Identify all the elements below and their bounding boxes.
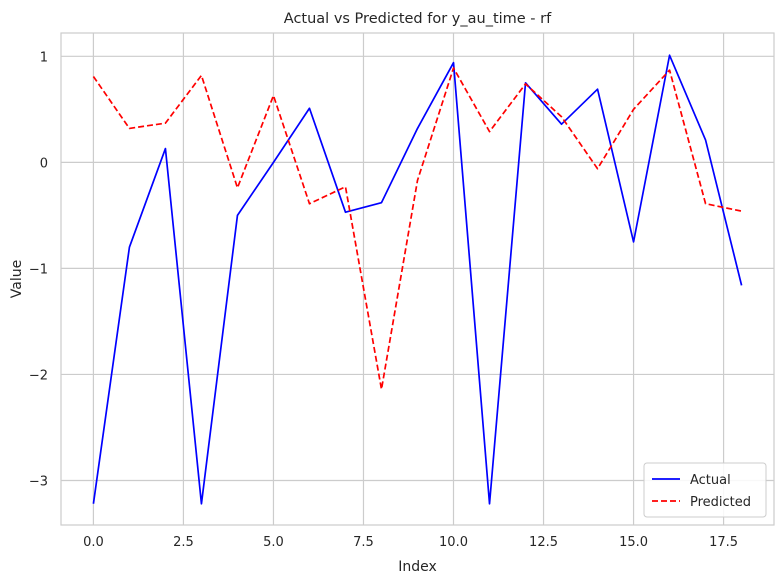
chart-title: Actual vs Predicted for y_au_time - rf — [284, 11, 552, 27]
legend-box — [643, 462, 767, 518]
series-line-actual — [92, 54, 743, 505]
y-tick-label: 1 — [40, 50, 48, 65]
x-tick-label: 0.0 — [83, 535, 104, 550]
y-tick-label: −3 — [29, 474, 48, 489]
x-axis-label: Index — [398, 559, 437, 575]
legend: Actual Predicted — [643, 462, 767, 518]
legend-label-predicted: Predicted — [690, 495, 751, 510]
y-axis-label: Value — [9, 260, 25, 298]
legend-label-actual: Actual — [690, 473, 731, 488]
x-tick-label: 15.0 — [619, 535, 648, 550]
grid — [61, 33, 774, 525]
series-line-predicted — [92, 67, 742, 391]
y-tick-label: −2 — [29, 368, 48, 383]
x-tick-label: 12.5 — [529, 535, 558, 550]
y-tick-label: −1 — [29, 262, 48, 277]
plot-frame — [60, 32, 775, 526]
x-tick-label: 5.0 — [263, 535, 284, 550]
ticks: 0.0 2.5 5.0 7.5 10.0 12.5 15.0 17.5 −3 −2 −1 0 1 — [29, 50, 738, 550]
x-tick-label: 2.5 — [173, 535, 194, 550]
x-tick-label: 17.5 — [709, 535, 738, 550]
x-tick-label: 7.5 — [353, 535, 374, 550]
series — [92, 54, 743, 505]
x-tick-label: 10.0 — [439, 535, 468, 550]
y-tick-label: 0 — [40, 156, 48, 171]
